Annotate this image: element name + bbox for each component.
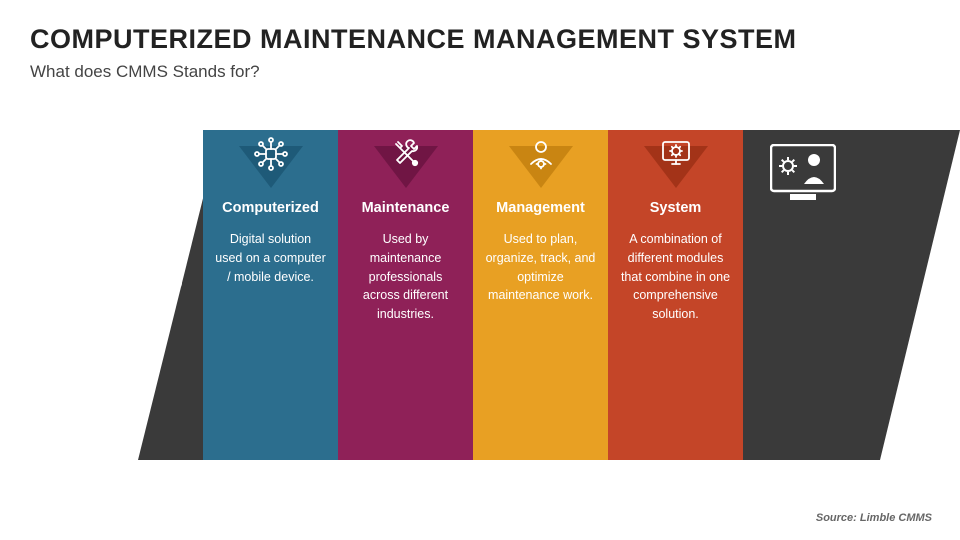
column-title: Management [483,200,598,216]
column-title: Computerized [213,200,328,216]
column-management: Management Used to plan, organize, track,… [473,130,608,460]
column-title: Maintenance [348,200,463,216]
column-maintenance: Maintenance Used by maintenance professio… [338,130,473,460]
system-icon [656,134,696,179]
right-summary-icon [770,144,836,207]
page-title: COMPUTERIZED MAINTENANCE MANAGEMENT SYST… [30,24,797,55]
column-system: System A combination of different modules… [608,130,743,460]
side-label: C M M S [166,195,188,290]
system-icon-tab [641,136,711,178]
computerized-icon [251,134,291,179]
column-description: Used to plan, organize, track, and optim… [483,230,598,305]
column-description: Used by maintenance professionals across… [348,230,463,324]
column-description: A combination of different modules that … [618,230,733,324]
infographic-stage: C M M S Computerized Digital solution use… [0,130,960,460]
page-subtitle: What does CMMS Stands for? [30,62,260,82]
column-computerized: Computerized Digital solution used on a c… [203,130,338,460]
management-icon [521,134,561,179]
maintenance-icon-tab [371,136,441,178]
maintenance-icon [386,134,426,179]
columns-container: Computerized Digital solution used on a c… [203,130,743,460]
column-description: Digital solution used on a computer / mo… [213,230,328,286]
computerized-icon-tab [236,136,306,178]
source-label: Source: Limble CMMS [816,512,932,524]
management-icon-tab [506,136,576,178]
column-title: System [618,200,733,216]
